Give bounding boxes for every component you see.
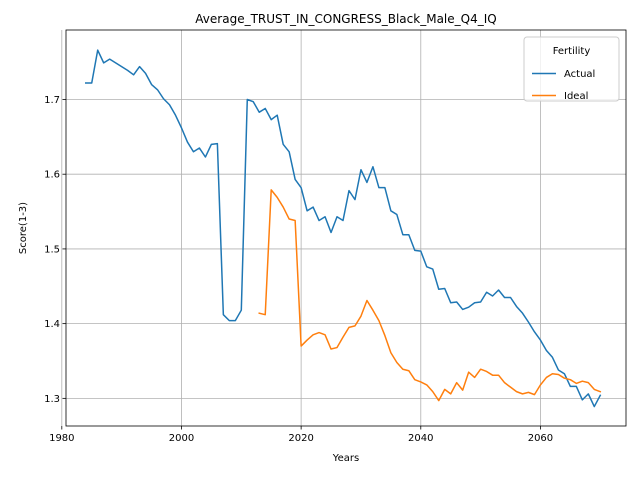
y-axis-label: Score(1-3): [18, 202, 29, 254]
series-line-ideal: [258, 189, 602, 402]
legend-box: [523, 36, 620, 102]
axis-ticks: 1980 2000 2020 2040 2060 1.3 1.4 1.5 1.6 1.7: [44, 95, 553, 444]
y-tick-label: 1.5: [44, 244, 60, 255]
x-tick-label: 2040: [408, 433, 433, 444]
legend-items: Actual Ideal: [532, 69, 595, 102]
x-tick-label: 2020: [288, 433, 313, 444]
x-tick-label: 2060: [528, 433, 553, 444]
y-tick-label: 1.7: [44, 95, 60, 106]
plot-frame: [65, 29, 627, 427]
legend-label-actual: Actual: [564, 69, 595, 80]
legend: Fertility Actual Ideal: [523, 36, 620, 102]
x-tick-label: 1980: [49, 433, 74, 444]
legend-title: Fertility: [553, 46, 591, 57]
x-axis-label: Years: [332, 453, 359, 464]
series-line-actual: [84, 49, 602, 408]
legend-label-ideal: Ideal: [564, 91, 588, 102]
chart-title: Average_TRUST_IN_CONGRESS_Black_Male_Q4_…: [195, 12, 496, 26]
y-tick-label: 1.6: [44, 170, 60, 181]
y-tick-label: 1.4: [44, 319, 60, 330]
series-layer: [84, 49, 602, 408]
x-tick-label: 2000: [169, 433, 194, 444]
y-tick-label: 1.3: [44, 394, 60, 405]
